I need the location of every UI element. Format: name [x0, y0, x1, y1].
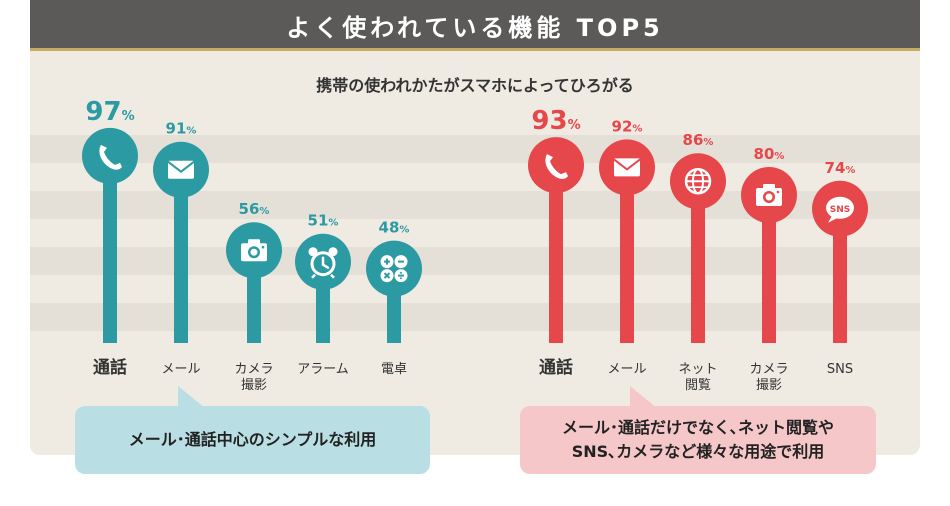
camera-icon [756, 184, 782, 206]
callout-right: メール･通話だけでなく､ネット閲覧や SNS､カメラなど様々な用途で利用 [520, 406, 876, 474]
category-label: カメラ撮影 [749, 362, 788, 393]
bar-stem [762, 195, 776, 343]
bar-stem [549, 165, 563, 343]
calculator-icon [380, 255, 408, 283]
header-bar: よく使われている機能 TOP5 [30, 0, 920, 51]
category-label: 通話 [539, 357, 573, 378]
bar-stem [174, 169, 188, 343]
bar-head-circle [366, 240, 422, 297]
sns-icon [826, 196, 854, 223]
bar-stem [103, 155, 117, 343]
callout-left: メール･通話中心のシンプルな利用 [75, 406, 430, 474]
callout-left-tail [178, 386, 205, 408]
value-label: 97% [85, 97, 134, 127]
category-label: カメラ撮影 [234, 362, 273, 393]
callout-right-text: メール･通話だけでなく､ネット閲覧や SNS､カメラなど様々な用途で利用 [561, 418, 834, 461]
value-label: 48% [379, 219, 410, 237]
chart-subtitle: 携帯の使われかたがスマホによってひろがる [316, 76, 634, 95]
sns-icon-label: SNS [830, 205, 851, 215]
value-label: 93% [531, 106, 580, 136]
phone-icon [99, 144, 122, 170]
value-label: 74% [825, 159, 856, 177]
bar-head-circle [528, 137, 584, 194]
header-title: よく使われている機能 TOP5 [286, 14, 664, 42]
value-label: 86% [683, 131, 714, 149]
value-label: 51% [308, 212, 339, 230]
category-label: 電卓 [381, 362, 407, 377]
globe-icon [684, 167, 712, 195]
category-label: SNS [827, 362, 853, 377]
value-label: 92% [612, 117, 643, 135]
bar-stem [691, 181, 705, 343]
category-label: メール [161, 362, 200, 377]
value-label: 80% [754, 145, 785, 163]
callout-right-tail [630, 386, 657, 408]
value-label: 56% [239, 200, 270, 218]
value-label: 91% [166, 120, 197, 138]
bar-head-circle [82, 127, 138, 184]
mail-icon [613, 158, 641, 177]
category-label: メール [607, 362, 646, 377]
alarm-clock-icon [308, 247, 338, 279]
callout-left-text: メール･通話中心のシンプルな利用 [128, 430, 377, 449]
category-label: 通話 [93, 357, 127, 378]
camera-icon [241, 239, 267, 262]
category-label: アラーム [297, 362, 349, 377]
category-label: ネット閲覧 [678, 362, 717, 393]
mail-icon [167, 160, 195, 179]
phone-icon [545, 154, 568, 179]
bar-stem [833, 208, 847, 343]
bar-stem [620, 167, 634, 343]
